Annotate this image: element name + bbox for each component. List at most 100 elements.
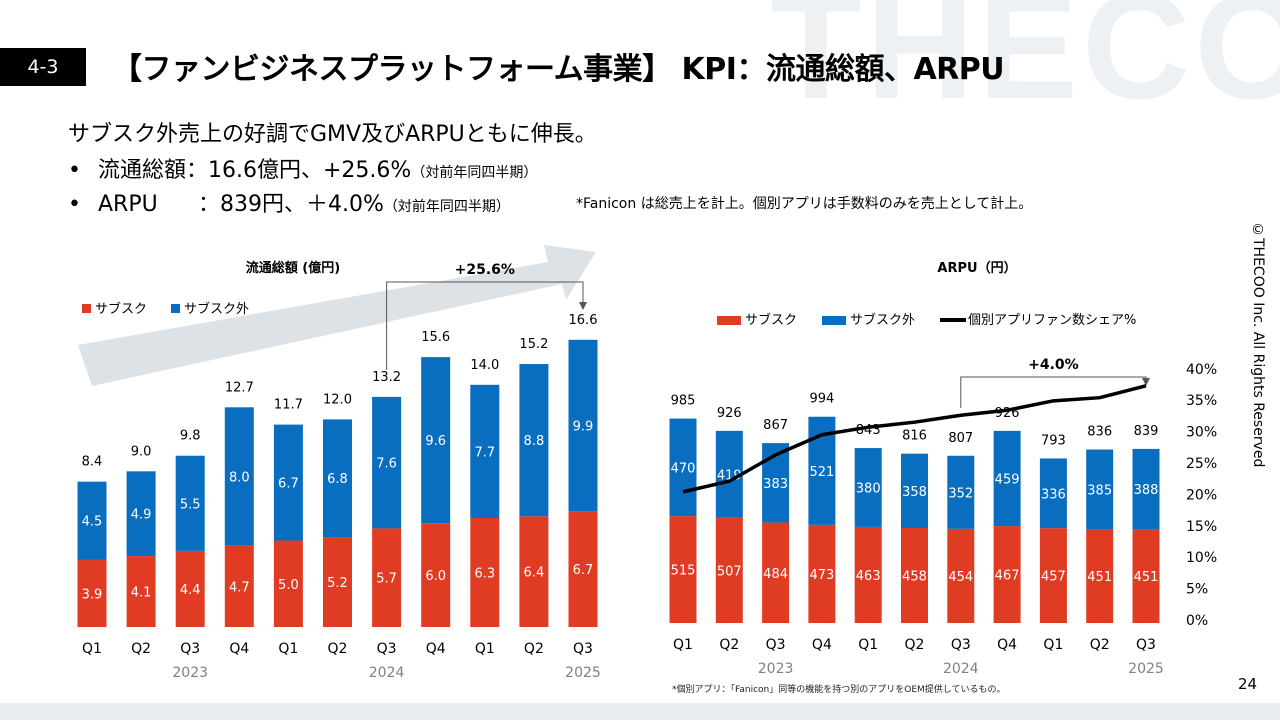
bar-subscription — [901, 527, 928, 623]
bar-subscription — [421, 523, 451, 627]
bar-subscription — [470, 518, 500, 627]
bar-value-label: 7.6 — [376, 457, 397, 472]
bar-subscription — [715, 517, 743, 623]
bullet-note: （対前年同四半期） — [383, 199, 510, 215]
bar-value-label: 6.7 — [573, 563, 594, 578]
bar-value-label: 8.0 — [229, 470, 250, 485]
bar-subscription — [1086, 529, 1114, 623]
bar-value-label: 6.0 — [425, 569, 446, 584]
growth-annotation: +4.0% — [1028, 357, 1079, 373]
bar-value-label: 3.9 — [82, 587, 103, 602]
total-label: 994 — [809, 392, 834, 407]
total-label: 15.6 — [421, 330, 450, 345]
summary-headline: サブスク外売上の好調でGMV及びARPUともに伸長。 — [68, 122, 597, 147]
bar-subscription — [372, 528, 402, 627]
x-tick-label: Q1 — [673, 637, 693, 653]
x-tick-label: Q2 — [905, 637, 925, 653]
bar-subscription — [224, 545, 254, 627]
total-label: 867 — [763, 418, 788, 433]
total-label: 836 — [1087, 425, 1112, 440]
bar-subscription — [568, 511, 598, 627]
total-label: 839 — [1134, 424, 1159, 439]
bar-value-label: 451 — [1134, 570, 1159, 585]
bar-value-label: 358 — [902, 485, 927, 500]
x-tick-label: Q2 — [131, 641, 151, 657]
x-tick-label: Q1 — [82, 641, 102, 657]
bar-subscription — [808, 524, 836, 623]
bar-value-label: 458 — [902, 569, 927, 584]
bullet-gmv: • 流通総額：16.6億円、+25.6%（対前年同四半期） — [68, 152, 537, 184]
bar-value-label: 4.5 — [82, 515, 103, 530]
bar-subscription — [762, 522, 790, 623]
bar-value-label: 507 — [717, 564, 742, 579]
bullet-label: 流通総額 — [98, 158, 187, 183]
total-label: 926 — [717, 406, 742, 421]
y2-tick-label: 40% — [1186, 362, 1217, 378]
total-label: 9.8 — [180, 429, 201, 444]
bar-value-label: 467 — [995, 569, 1020, 584]
x-tick-label: Q3 — [951, 637, 971, 653]
section-badge: 4-3 — [0, 48, 86, 86]
bar-non-subscription — [947, 455, 975, 529]
legend-swatch-subscription — [82, 304, 91, 313]
bar-value-label: 6.4 — [524, 566, 545, 581]
y2-tick-label: 0% — [1186, 613, 1208, 629]
chart-title: ARPU（円） — [937, 260, 1016, 276]
y2-tick-label: 25% — [1186, 456, 1217, 472]
bar-value-label: 352 — [948, 486, 973, 501]
bar-value-label: 5.2 — [327, 576, 348, 591]
arpu-chart: ARPU（円）515470985Q1507419926Q2484383867Q3… — [669, 260, 1217, 677]
bar-value-label: 484 — [763, 567, 788, 582]
bar-non-subscription — [993, 430, 1021, 527]
year-label: 2025 — [565, 665, 601, 681]
total-label: 13.2 — [372, 370, 401, 385]
total-label: 793 — [1041, 433, 1066, 448]
bar-non-subscription — [669, 418, 697, 517]
y2-tick-label: 35% — [1186, 393, 1217, 409]
bar-value-label: 4.7 — [229, 580, 250, 595]
bullet-label: ARPU — [98, 192, 158, 217]
total-label: 9.0 — [131, 444, 152, 459]
x-tick-label: Q4 — [997, 637, 1017, 653]
x-tick-label: Q4 — [426, 641, 446, 657]
x-tick-label: Q1 — [278, 641, 298, 657]
total-label: 15.2 — [519, 337, 548, 352]
y2-tick-label: 10% — [1186, 550, 1217, 566]
legend-swatch-subscription — [717, 316, 741, 325]
bar-non-subscription — [568, 339, 598, 512]
bar-subscription — [126, 556, 156, 627]
year-label: 2025 — [1128, 661, 1164, 677]
bar-value-label: 5.5 — [180, 497, 201, 512]
total-label: 816 — [902, 429, 927, 444]
year-label: 2023 — [172, 665, 208, 681]
legend-label: サブスク — [95, 301, 147, 317]
total-label: 985 — [671, 394, 696, 409]
bar-non-subscription — [470, 384, 500, 519]
bullet-value: ：839円、＋4.0% — [198, 192, 384, 217]
bar-non-subscription — [126, 471, 156, 557]
growth-annotation: +25.6% — [455, 262, 515, 278]
x-tick-label: Q3 — [573, 641, 593, 657]
bullet-value: ：16.6億円、+25.6% — [186, 158, 412, 183]
bar-subscription — [323, 537, 352, 627]
bar-subscription — [1039, 528, 1067, 623]
bar-subscription — [77, 559, 107, 627]
revenue-note: *Fanicon は総売上を計上。個別アプリは手数料のみを売上として計上。 — [576, 196, 1033, 212]
x-tick-label: Q2 — [1090, 637, 1110, 653]
bar-non-subscription — [519, 364, 549, 517]
line-app-fan-share — [682, 384, 1147, 494]
growth-bracket — [386, 281, 584, 370]
watermark-logo: THECOO — [770, 0, 1280, 130]
bar-subscription — [669, 516, 697, 623]
bar-non-subscription — [1132, 448, 1160, 530]
bar-value-label: 383 — [763, 477, 788, 492]
x-tick-label: Q4 — [812, 637, 832, 653]
x-tick-label: Q1 — [858, 637, 878, 653]
bar-value-label: 6.7 — [278, 477, 299, 492]
legend-swatch-non-subscription — [171, 304, 180, 313]
total-label: 12.0 — [323, 392, 352, 407]
x-tick-label: Q1 — [1043, 637, 1063, 653]
bar-subscription — [519, 516, 549, 627]
bullet-note: （対前年同四半期） — [411, 165, 538, 181]
